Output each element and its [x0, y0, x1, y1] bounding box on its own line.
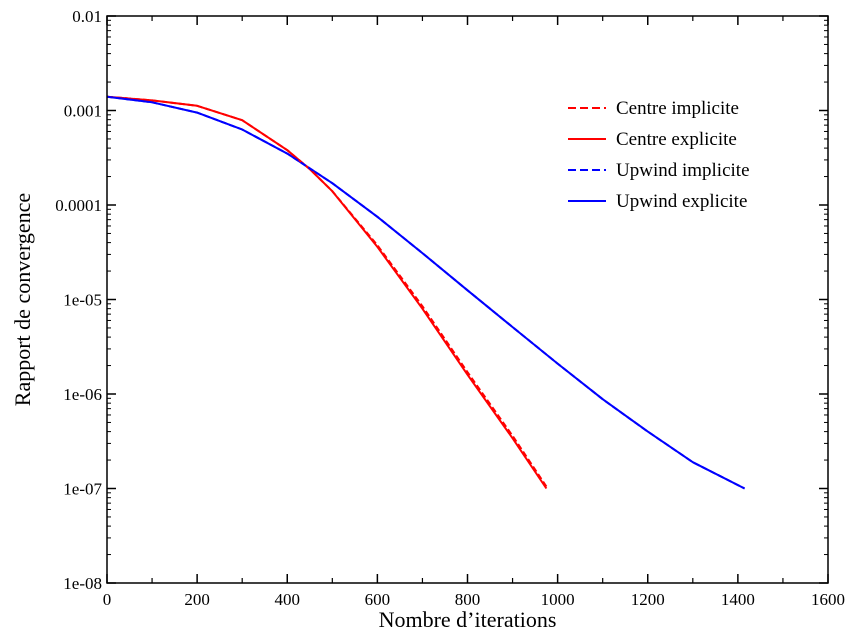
- legend: Centre implicite Centre explicite Upwind i…: [568, 98, 750, 212]
- legend-label: Upwind explicite: [616, 191, 747, 212]
- y-tick-label: 1e-06: [63, 385, 102, 404]
- legend-label: Centre implicite: [616, 98, 739, 119]
- y-tick-label: 0.001: [64, 102, 102, 121]
- x-axis-label: Nombre d’iterations: [379, 607, 557, 632]
- series-line-upwind-explicite: [106, 95, 746, 490]
- legend-label: Upwind implicite: [616, 160, 750, 181]
- x-tick-label: 400: [275, 590, 301, 609]
- x-tick-label: 1600: [811, 590, 845, 609]
- x-tick-label: 600: [365, 590, 391, 609]
- y-tick-label: 1e-05: [63, 291, 102, 310]
- x-tick-label: 1200: [631, 590, 665, 609]
- x-tick-label: 1400: [721, 590, 755, 609]
- y-axis-label: Rapport de convergence: [10, 193, 35, 406]
- x-tick-label: 1000: [541, 590, 575, 609]
- x-tick-label: 200: [184, 590, 210, 609]
- x-tick-label: 0: [103, 590, 112, 609]
- x-tick-label: 800: [455, 590, 481, 609]
- y-tick-label: 1e-08: [63, 574, 102, 593]
- plot-series: [106, 95, 746, 490]
- axis-tick-labels: 0 200 400 600 800 1000 1200 1400 1600 1e-08 1e-07 1…: [55, 7, 845, 609]
- series-line-centre-implicite: [106, 95, 548, 488]
- axis-ticks: [106, 15, 829, 584]
- y-tick-label: 1e-07: [63, 480, 102, 499]
- y-tick-label: 0.01: [72, 7, 102, 26]
- legend-label: Centre explicite: [616, 129, 737, 150]
- y-tick-label: 0.0001: [55, 196, 102, 215]
